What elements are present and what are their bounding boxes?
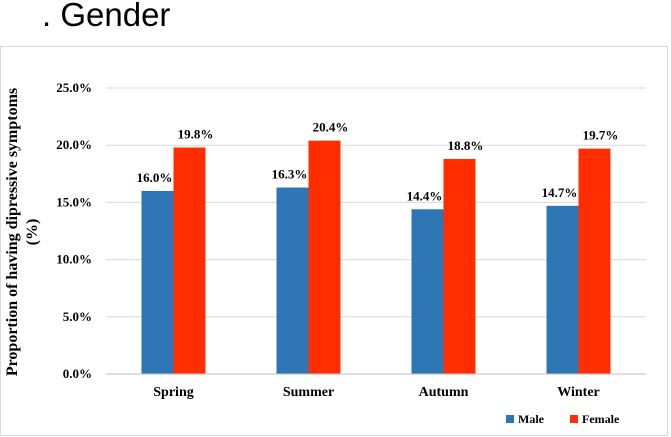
bar-female-autumn xyxy=(443,158,476,374)
y-tick-label-3: 15.0% xyxy=(56,194,92,209)
legend: Male Female xyxy=(506,412,620,426)
data-label-male-spring: 16.0% xyxy=(137,170,173,185)
legend-swatch-male xyxy=(506,415,514,423)
bar-male-winter xyxy=(546,205,579,374)
data-label-male-autumn: 14.4% xyxy=(407,188,443,203)
legend-label-male: Male xyxy=(518,412,545,426)
y-axis-title-line2: (%) xyxy=(24,219,41,246)
data-label-female-autumn: 18.8% xyxy=(448,138,484,153)
bars xyxy=(141,140,611,374)
legend-label-female: Female xyxy=(582,412,620,426)
bar-female-summer xyxy=(308,140,341,374)
x-tick-label-autumn: Autumn xyxy=(419,385,469,400)
data-labels: 16.0% 19.8% 16.3% 20.4% 14.4% 18.8% 14.7% 19.7% xyxy=(137,120,619,204)
data-label-female-winter: 19.7% xyxy=(583,128,619,143)
x-axis-categories: Spring Summer Autumn Winter xyxy=(153,385,599,400)
y-axis-ticks: 0.0% 5.0% 10.0% 15.0% 20.0% 25.0% xyxy=(56,80,92,381)
legend-swatch-female xyxy=(570,415,578,423)
data-label-female-summer: 20.4% xyxy=(313,120,349,135)
x-tick-label-winter: Winter xyxy=(557,385,600,400)
bar-female-spring xyxy=(173,147,206,374)
bar-male-summer xyxy=(276,187,309,374)
bar-male-autumn xyxy=(411,209,444,374)
bar-female-winter xyxy=(578,148,611,374)
data-label-female-spring: 19.8% xyxy=(178,126,214,141)
y-tick-label-1: 5.0% xyxy=(63,309,92,324)
y-tick-label-4: 20.0% xyxy=(56,137,92,152)
x-tick-label-summer: Summer xyxy=(283,385,334,400)
y-tick-label-5: 25.0% xyxy=(56,80,92,95)
y-tick-label-0: 0.0% xyxy=(63,366,92,381)
page-title: . Gender xyxy=(42,0,171,33)
y-axis-title-line1: Proportion of having dipressive symptoms xyxy=(4,88,21,376)
x-tick-label-spring: Spring xyxy=(153,385,193,400)
y-tick-label-2: 10.0% xyxy=(56,252,92,267)
bar-male-spring xyxy=(141,190,174,374)
data-label-male-summer: 16.3% xyxy=(272,167,308,182)
data-label-male-winter: 14.7% xyxy=(542,185,578,200)
